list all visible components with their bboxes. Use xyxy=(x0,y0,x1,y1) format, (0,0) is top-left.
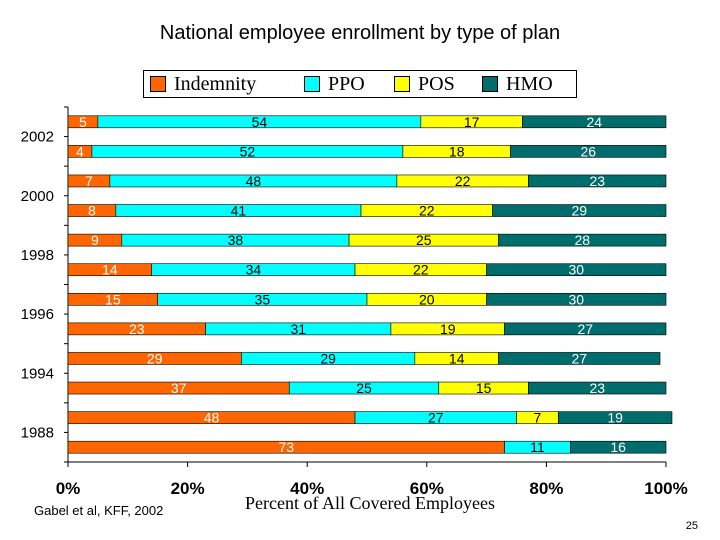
legend-item-hmo: HMO xyxy=(482,72,553,96)
legend-label-pos: POS xyxy=(418,72,455,95)
bar-segment-hmo xyxy=(486,263,667,277)
bar-data-label: 29 xyxy=(147,350,163,366)
x-tick-label: 40% xyxy=(290,479,324,498)
bar-segment-hmo xyxy=(558,411,673,424)
bar-data-label: 9 xyxy=(91,232,99,248)
bar-data-label: 14 xyxy=(449,350,465,366)
bar-segment-hmo xyxy=(570,440,667,454)
bar-data-label: 5 xyxy=(79,114,87,130)
bar-data-label: 7 xyxy=(85,173,93,189)
y-tick-label: 2000 xyxy=(21,188,54,205)
bar-segment-hmo xyxy=(522,115,667,129)
legend-swatch-pos xyxy=(394,76,410,92)
y-tick-label: 1988 xyxy=(21,424,54,441)
y-tick-label: 1996 xyxy=(21,306,54,323)
bar-data-label: 28 xyxy=(574,232,590,248)
bar-data-label: 15 xyxy=(105,291,121,307)
bar-data-label: 29 xyxy=(572,203,588,219)
bar-data-label: 48 xyxy=(204,410,220,426)
bar-data-label: 41 xyxy=(231,203,247,219)
bar-data-label: 30 xyxy=(569,291,585,307)
x-tick-label: 20% xyxy=(171,479,205,498)
bar-data-label: 15 xyxy=(476,380,492,396)
bar-segment-hmo xyxy=(486,292,667,306)
bar-data-label: 22 xyxy=(419,203,435,219)
y-tick-label: 2002 xyxy=(21,129,54,146)
source-note: Gabel et al, KFF, 2002 xyxy=(34,503,164,518)
bar-segment-hmo xyxy=(510,145,667,158)
bar-data-label: 16 xyxy=(610,439,626,455)
bar-data-label: 38 xyxy=(228,232,244,248)
x-tick-label: 100% xyxy=(644,479,687,498)
legend: Indemnity PPO POS HMO xyxy=(143,70,577,98)
chart-title: National employee enrollment by type of … xyxy=(159,22,561,44)
bar-data-label: 27 xyxy=(428,410,444,426)
bar-data-label: 35 xyxy=(255,291,271,307)
bar-data-label: 54 xyxy=(252,114,268,130)
bar-data-label: 27 xyxy=(572,350,588,366)
bar-segment-hmo xyxy=(528,381,667,395)
bar-data-label: 22 xyxy=(413,262,429,278)
bar-data-label: 22 xyxy=(455,173,471,189)
bar-data-label: 17 xyxy=(464,114,480,130)
bar-segment-hmo xyxy=(504,322,667,336)
bar-data-label: 34 xyxy=(246,262,262,278)
x-tick-label: 0% xyxy=(56,479,81,498)
bar-data-label: 8 xyxy=(88,203,96,219)
legend-item-pos: POS xyxy=(394,72,455,96)
legend-swatch-hmo xyxy=(482,76,498,92)
x-tick-label: 80% xyxy=(529,479,563,498)
bar-data-label: 18 xyxy=(449,143,465,159)
bar-segment-hmo xyxy=(498,352,661,365)
x-tick-label: 60% xyxy=(410,479,444,498)
bar-segment-hmo xyxy=(528,174,667,188)
bar-data-label: 25 xyxy=(356,380,372,396)
bar-data-label: 7 xyxy=(534,410,542,426)
legend-label-indemnity: Indemnity xyxy=(174,72,257,95)
bar-data-label: 73 xyxy=(278,439,294,455)
bar-data-label: 20 xyxy=(419,291,435,307)
bar-data-label: 4 xyxy=(76,143,84,159)
legend-swatch-ppo xyxy=(304,76,320,92)
bar-data-label: 19 xyxy=(607,410,623,426)
bar-data-label: 23 xyxy=(129,321,145,337)
y-tick-label: 1994 xyxy=(21,365,54,382)
bar-segment-hmo xyxy=(498,233,667,247)
x-axis-title: Percent of All Covered Employees xyxy=(245,493,495,513)
bar-data-label: 19 xyxy=(440,321,456,337)
legend-label-ppo: PPO xyxy=(328,72,365,95)
bar-data-label: 26 xyxy=(580,143,596,159)
bar-data-label: 23 xyxy=(589,380,605,396)
bar-data-label: 37 xyxy=(171,380,187,396)
bar-data-label: 23 xyxy=(589,173,605,189)
bar-segment-hmo xyxy=(492,204,667,217)
bar-data-label: 30 xyxy=(569,262,585,278)
legend-item-indemnity: Indemnity xyxy=(150,72,256,96)
legend-label-hmo: HMO xyxy=(506,72,553,95)
bar-data-label: 27 xyxy=(577,321,593,337)
y-tick-label: 1998 xyxy=(21,247,54,264)
legend-item-ppo: PPO xyxy=(304,72,365,96)
bar-data-label: 14 xyxy=(102,262,118,278)
bar-data-label: 24 xyxy=(586,114,602,130)
bar-data-label: 31 xyxy=(290,321,306,337)
bar-data-label: 11 xyxy=(530,439,545,455)
bar-data-label: 25 xyxy=(416,232,432,248)
legend-swatch-indemnity xyxy=(150,76,166,92)
bar-data-label: 29 xyxy=(320,350,336,366)
bar-data-label: 48 xyxy=(246,173,262,189)
page-number: 25 xyxy=(685,520,698,532)
bar-data-label: 52 xyxy=(240,143,256,159)
